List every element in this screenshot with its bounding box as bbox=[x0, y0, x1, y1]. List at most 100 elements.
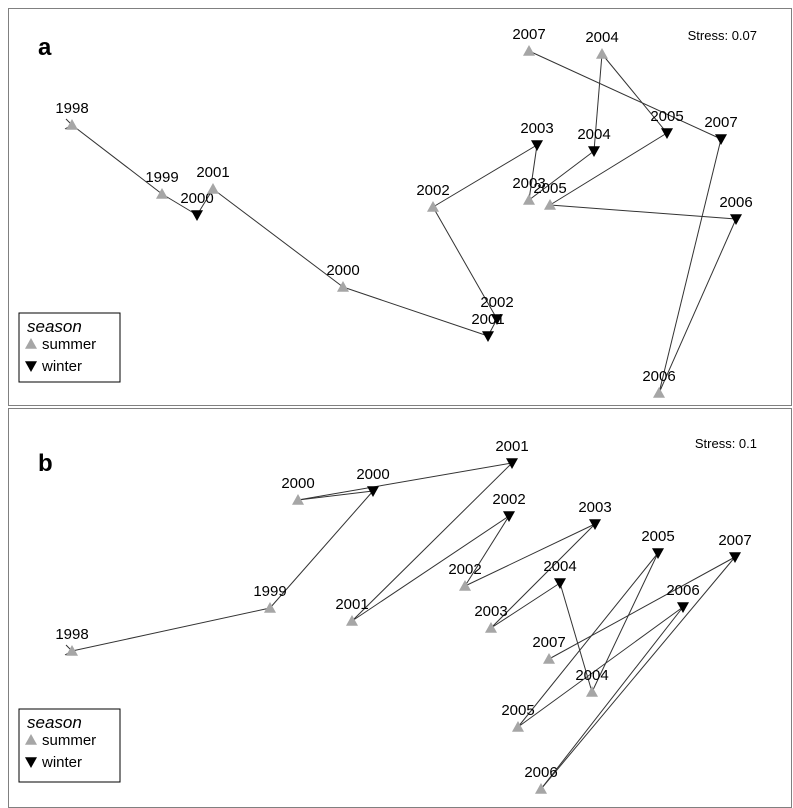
point-label: 2002 bbox=[416, 182, 449, 199]
summer-marker bbox=[523, 194, 535, 205]
trajectory-segment bbox=[490, 582, 561, 629]
trajectory-segment bbox=[464, 523, 596, 587]
trajectory-segment bbox=[549, 204, 737, 220]
winter-marker bbox=[554, 578, 566, 589]
legend-marker bbox=[25, 757, 37, 768]
trajectory-segment bbox=[71, 124, 163, 195]
trajectory-segment bbox=[528, 150, 595, 201]
point-label: 2007 bbox=[704, 114, 737, 131]
winter-marker bbox=[588, 146, 600, 157]
summer-marker bbox=[653, 387, 665, 398]
winter-marker bbox=[730, 214, 742, 225]
trajectory-segment bbox=[297, 490, 374, 501]
summer-marker bbox=[543, 653, 555, 664]
summer-marker bbox=[485, 622, 497, 633]
point-label: 2004 bbox=[543, 558, 576, 575]
summer-marker bbox=[156, 188, 168, 199]
summer-marker bbox=[207, 183, 219, 194]
winter-marker bbox=[677, 602, 689, 613]
winter-marker bbox=[503, 511, 515, 522]
trajectory-segment bbox=[212, 188, 344, 288]
trajectory-segment bbox=[351, 462, 513, 622]
point-label: 1999 bbox=[145, 169, 178, 186]
summer-marker bbox=[66, 119, 78, 130]
point-label: 2005 bbox=[641, 528, 674, 545]
point-label: 2004 bbox=[577, 126, 610, 143]
point-label: 2001 bbox=[495, 438, 528, 455]
trajectory-segment bbox=[71, 607, 271, 652]
trajectory-segment bbox=[517, 606, 684, 728]
point-label: 2002 bbox=[448, 561, 481, 578]
point-label: 2005 bbox=[501, 702, 534, 719]
summer-marker bbox=[459, 580, 471, 591]
summer-marker bbox=[544, 199, 556, 210]
trajectory-segment bbox=[548, 556, 736, 660]
point-label: 2000 bbox=[281, 475, 314, 492]
point-label: 2007 bbox=[718, 532, 751, 549]
legend-marker bbox=[25, 361, 37, 372]
summer-marker bbox=[586, 686, 598, 697]
trajectory-segment bbox=[490, 523, 596, 629]
trajectory-segment bbox=[464, 515, 510, 587]
point-label: 2001 bbox=[196, 164, 229, 181]
trajectory-segment bbox=[161, 193, 198, 216]
point-label: 2006 bbox=[666, 582, 699, 599]
point-label: 2000 bbox=[326, 262, 359, 279]
summer-marker bbox=[512, 721, 524, 732]
point-label: 2006 bbox=[642, 368, 675, 385]
legend-title: season bbox=[27, 713, 82, 732]
point-label: 2007 bbox=[532, 634, 565, 651]
point-label: 2003 bbox=[474, 603, 507, 620]
trajectory-segment bbox=[591, 552, 659, 693]
trajectory-segment bbox=[540, 606, 684, 790]
winter-marker bbox=[729, 552, 741, 563]
trajectory-segment bbox=[549, 132, 668, 206]
point-label: 2000 bbox=[180, 190, 213, 207]
summer-marker bbox=[337, 281, 349, 292]
point-label: 2000 bbox=[356, 466, 389, 483]
point-label: 2003 bbox=[520, 120, 553, 137]
point-label: 2006 bbox=[719, 194, 752, 211]
point-label: 2001 bbox=[335, 596, 368, 613]
winter-marker bbox=[191, 210, 203, 221]
legend-marker bbox=[25, 338, 37, 349]
summer-marker bbox=[346, 615, 358, 626]
panel-letter: a bbox=[38, 34, 52, 61]
point-label: 1999 bbox=[253, 583, 286, 600]
trajectory-segment bbox=[559, 582, 593, 693]
trajectory-segment bbox=[528, 50, 722, 140]
point-label: 1998 bbox=[55, 626, 88, 643]
panel-a bbox=[8, 8, 792, 406]
summer-marker bbox=[264, 602, 276, 613]
summer-marker bbox=[292, 494, 304, 505]
winter-marker bbox=[652, 548, 664, 559]
panel-b bbox=[8, 408, 792, 808]
trajectory-segment bbox=[528, 144, 538, 201]
trajectory-segment bbox=[351, 515, 510, 622]
winter-marker bbox=[715, 134, 727, 145]
winter-marker bbox=[531, 140, 543, 151]
trajectory-segment bbox=[658, 218, 737, 394]
winter-marker bbox=[482, 331, 494, 342]
legend-item-label: winter bbox=[41, 358, 82, 375]
trajectory-segment bbox=[593, 53, 603, 152]
legend-title: season bbox=[27, 317, 82, 336]
point-label: 2003 bbox=[512, 175, 545, 192]
legend-item-label: summer bbox=[42, 336, 96, 353]
winter-marker bbox=[661, 128, 673, 139]
summer-marker bbox=[535, 783, 547, 794]
winter-marker bbox=[506, 458, 518, 469]
trajectory-segment bbox=[517, 552, 659, 728]
point-label: 2002 bbox=[492, 491, 525, 508]
point-label: 2005 bbox=[533, 180, 566, 197]
winter-marker bbox=[367, 486, 379, 497]
legend-box bbox=[18, 708, 121, 783]
point-label: 1998 bbox=[55, 100, 88, 117]
legend-item-label: winter bbox=[41, 754, 82, 771]
summer-marker bbox=[523, 45, 535, 56]
point-label: 2002 bbox=[480, 294, 513, 311]
trajectory-segment bbox=[540, 556, 736, 790]
summer-marker bbox=[427, 201, 439, 212]
winter-marker bbox=[491, 314, 503, 325]
